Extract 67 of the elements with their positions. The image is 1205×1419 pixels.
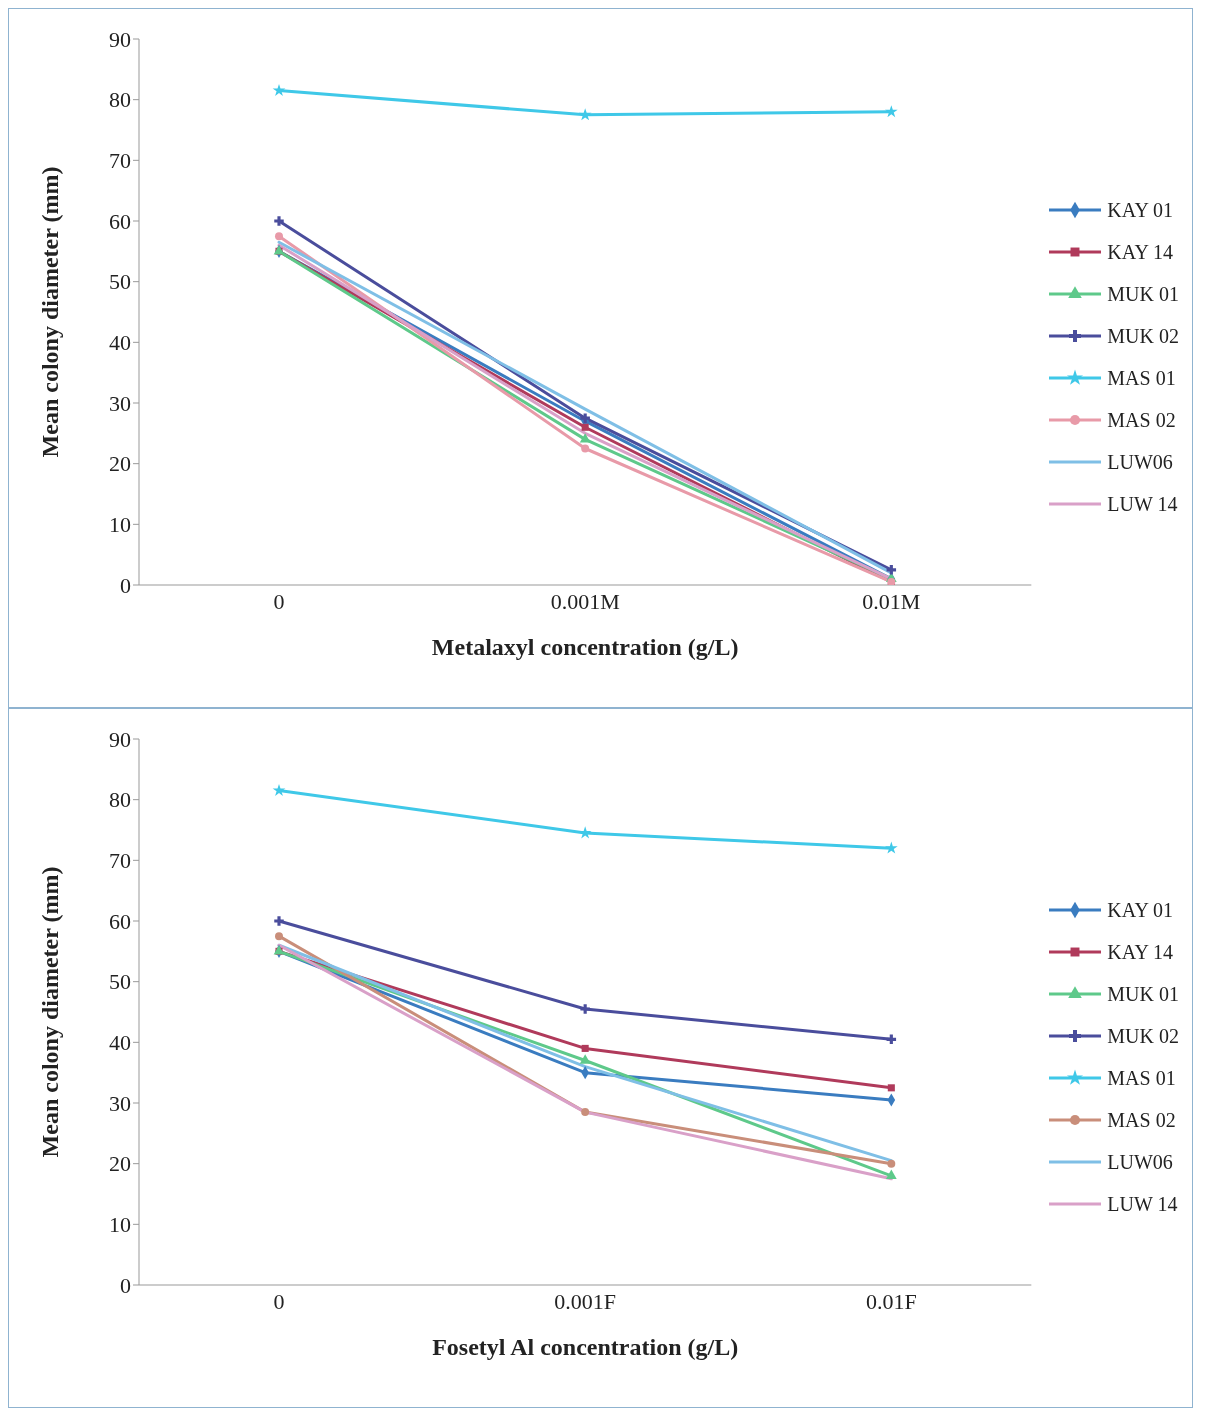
- legend-label: LUW06: [1107, 1150, 1173, 1174]
- y-tick-label: 90: [109, 26, 131, 52]
- x-tick-label: 0.01F: [865, 1288, 917, 1314]
- point: [274, 216, 284, 226]
- point: [887, 1159, 896, 1168]
- y-tick-label: 30: [109, 1090, 131, 1116]
- legend-label: MAS 02: [1107, 1108, 1176, 1132]
- legend-label: KAY 14: [1107, 240, 1174, 264]
- point: [580, 413, 590, 423]
- x-axis-title: Fosetyl Al concentration (g/L): [432, 1334, 739, 1360]
- y-tick-label: 80: [109, 87, 131, 113]
- x-tick-label: 0.001M: [550, 588, 620, 614]
- y-tick-label: 50: [109, 969, 131, 995]
- y-tick-label: 90: [109, 726, 131, 752]
- y-tick-label: 50: [109, 269, 131, 295]
- y-tick-label: 40: [109, 330, 131, 356]
- point: [579, 1054, 591, 1064]
- legend-label: MUK 02: [1107, 1024, 1179, 1048]
- y-tick-label: 70: [109, 848, 131, 874]
- y-axis-title: Mean colony diameter (mm): [36, 166, 63, 458]
- y-axis-title: Mean colony diameter (mm): [36, 866, 63, 1158]
- y-tick-label: 10: [109, 1212, 131, 1238]
- legend-label: MAS 02: [1107, 408, 1176, 432]
- x-tick-label: 0: [273, 1288, 285, 1314]
- point: [581, 1108, 590, 1117]
- point: [578, 108, 592, 121]
- legend-label: KAY 01: [1107, 198, 1174, 222]
- legend-label: KAY 14: [1107, 940, 1174, 964]
- point: [275, 232, 283, 241]
- y-tick-label: 10: [109, 512, 131, 538]
- y-tick-label: 40: [109, 1030, 131, 1056]
- legend-label: KAY 01: [1107, 898, 1174, 922]
- point: [887, 1084, 895, 1092]
- legend-label: MAS 01: [1107, 366, 1176, 390]
- legend-label: LUW06: [1107, 450, 1173, 474]
- point: [884, 105, 898, 118]
- x-axis-title: Metalaxyl concentration (g/L): [431, 634, 739, 660]
- y-tick-label: 30: [109, 390, 131, 416]
- point: [275, 932, 283, 941]
- x-tick-label: 0: [273, 588, 285, 614]
- x-tick-label: 0.01M: [862, 588, 921, 614]
- point: [581, 423, 589, 431]
- legend-label: LUW 14: [1107, 1192, 1178, 1216]
- point: [581, 444, 590, 453]
- point: [272, 83, 286, 96]
- point: [886, 1034, 897, 1045]
- legend-label: LUW 14: [1107, 492, 1178, 516]
- point: [885, 1169, 897, 1179]
- legend-label: MUK 02: [1107, 324, 1179, 348]
- y-tick-label: 0: [120, 572, 131, 598]
- y-tick-label: 20: [109, 451, 131, 477]
- point: [581, 1044, 589, 1052]
- point: [886, 565, 897, 575]
- y-tick-label: 60: [109, 208, 131, 234]
- y-tick-label: 20: [109, 1151, 131, 1177]
- y-tick-label: 70: [109, 148, 131, 174]
- point: [272, 783, 286, 796]
- point: [274, 916, 284, 926]
- legend-label: MAS 01: [1107, 1066, 1176, 1090]
- legend-label: MUK 01: [1107, 982, 1179, 1006]
- legend-label: MUK 01: [1107, 282, 1179, 306]
- y-tick-label: 80: [109, 787, 131, 813]
- y-tick-label: 60: [109, 908, 131, 934]
- y-tick-label: 0: [120, 1272, 131, 1298]
- point: [884, 841, 898, 854]
- x-tick-label: 0.001F: [554, 1288, 617, 1314]
- point: [580, 1004, 590, 1014]
